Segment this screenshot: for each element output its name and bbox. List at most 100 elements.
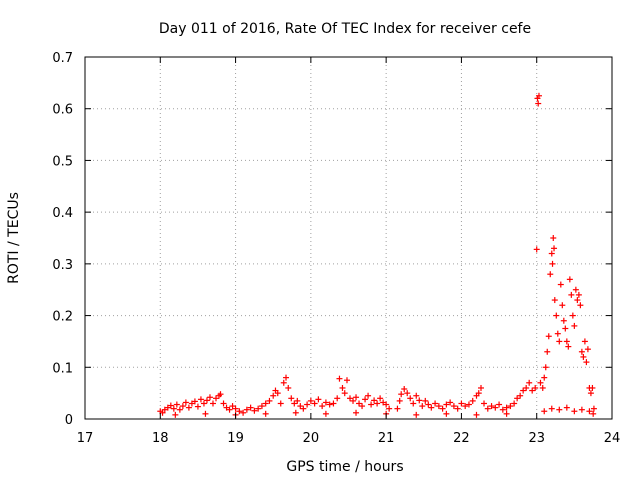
data-point [368,401,375,408]
data-point [232,405,239,412]
grid-layer [85,57,612,419]
x-tick-labels: 17 18 19 20 21 22 23 24 [77,431,621,446]
data-point [511,400,518,407]
y-tick-label: 0 [65,413,73,428]
data-point [550,235,557,241]
data-point [565,343,572,350]
data-point [520,387,527,394]
data-point [581,338,588,345]
data-point [541,374,548,381]
data-point [339,384,346,391]
data-point [255,405,262,412]
data-point [545,333,552,340]
data-point [398,391,405,398]
data-point [353,409,360,416]
data-point [277,400,284,407]
data-point [285,384,292,391]
data-point [541,408,548,415]
data-point [401,386,408,393]
data-point [551,297,558,304]
data-point [322,399,329,406]
x-tick-label: 17 [77,431,94,446]
data-point [535,92,542,99]
data-point [514,395,521,402]
plot-frame [84,56,613,420]
y-axis-title: ROTI / TECUs [6,192,22,284]
y-tick-label: 0.6 [52,103,73,118]
data-point [551,245,558,252]
data-point [566,276,573,283]
y-tick-label: 0.1 [52,361,73,376]
data-point [220,400,227,407]
data-point [478,384,485,391]
data-point [202,410,209,417]
data-point [251,407,258,414]
data-point [223,404,230,411]
data-point [569,312,576,319]
data-point [410,400,417,407]
data-point [164,404,171,411]
data-point [161,406,168,413]
data-point [274,390,281,397]
data-point [194,403,201,410]
data-point [365,392,372,399]
data-point [247,404,254,411]
data-point [197,396,204,403]
data-point [577,302,584,309]
data-point [469,397,476,404]
data-point [481,400,488,407]
data-point [578,406,585,413]
data-point [380,399,387,406]
data-point [404,390,411,397]
data-point [503,404,510,411]
data-point [526,379,533,386]
data-point [484,405,491,412]
x-tick-label: 23 [528,431,545,446]
data-point [499,406,506,413]
data-point [539,384,546,391]
data-point [182,399,189,406]
data-point [258,403,265,410]
data-point [542,364,549,371]
data-point [343,377,350,384]
data-point [544,348,551,355]
data-point [507,403,514,410]
data-point [496,401,503,408]
x-tick-label: 19 [227,431,244,446]
data-point [283,374,290,381]
data-point [554,330,561,337]
data-point [590,410,597,417]
data-point [447,399,454,406]
data-point [297,403,304,410]
data-point [173,401,180,408]
data-point [465,401,472,408]
y-tick-label: 0.2 [52,310,73,325]
data-point [206,394,213,401]
data-point [533,246,540,253]
data-point [226,406,233,413]
data-point [336,375,343,382]
data-point [371,397,378,404]
data-point [548,405,555,412]
data-point [578,348,585,355]
data-point [529,387,536,394]
data-point [307,397,314,404]
data-point [383,401,390,408]
x-tick-label: 22 [453,431,470,446]
data-point [330,400,337,407]
data-point [432,400,439,407]
y-tick-label: 0.3 [52,258,73,273]
data-point [556,406,563,413]
data-point [176,406,183,413]
y-tick-labels: 0 0.1 0.2 0.3 0.4 0.5 0.6 0.7 [52,51,73,428]
data-point [537,379,544,386]
data-point [188,400,195,407]
data-point [571,322,578,329]
data-point [413,392,420,399]
data-point [203,397,210,404]
data-point [450,403,457,410]
data-point [575,291,582,298]
data-point [300,405,307,412]
data-point [574,297,581,304]
data-point [240,409,247,416]
